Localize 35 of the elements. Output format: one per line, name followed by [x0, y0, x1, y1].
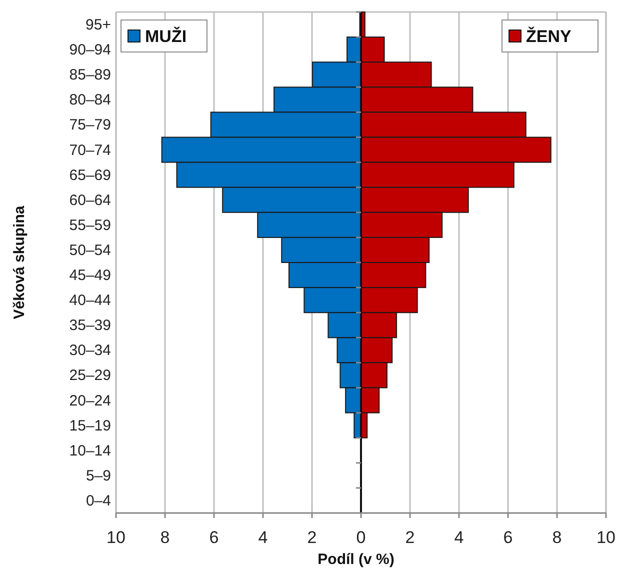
- y-tick-label: 20–24: [69, 392, 111, 410]
- y-tick-label: 25–29: [69, 367, 111, 384]
- y-tick-label: 10–14: [69, 442, 111, 460]
- y-tick-label: 15–19: [69, 417, 111, 434]
- y-tick-label: 30–34: [69, 342, 111, 360]
- x-tick-label: 4: [258, 528, 268, 547]
- legend-label: ŽENY: [526, 26, 572, 46]
- y-tick-label: 75–79: [69, 116, 111, 134]
- y-tick-label: 55–59: [69, 216, 111, 234]
- x-tick-label: 0: [356, 528, 366, 547]
- y-tick-label: 0–4: [86, 492, 111, 510]
- y-tick-label: 70–74: [69, 142, 111, 159]
- x-tick-label: 10: [596, 528, 616, 547]
- y-tick-label: 5–9: [86, 467, 111, 484]
- x-axis-title: Podíl (v %): [318, 551, 394, 568]
- x-tick-label: 4: [454, 528, 464, 547]
- y-tick-label: 40–44: [69, 292, 111, 310]
- y-tick-label: 45–49: [69, 267, 111, 284]
- x-tick-label: 6: [209, 528, 219, 547]
- y-tick-label: 90–94: [69, 42, 111, 59]
- y-tick-label: 50–54: [69, 242, 111, 259]
- y-tick-label: 80–84: [69, 92, 111, 109]
- y-tick-label: 35–39: [69, 317, 111, 334]
- x-tick-label: 10: [106, 528, 126, 547]
- x-tick-label: 8: [160, 528, 170, 547]
- y-tick-label: 65–69: [69, 166, 111, 184]
- y-axis-title: Věková skupina: [11, 205, 28, 320]
- legend-label: MUŽI: [145, 26, 187, 46]
- y-tick-label: 95+: [86, 16, 112, 34]
- x-tick-label: 2: [405, 528, 415, 547]
- y-tick-label: 60–64: [69, 192, 111, 209]
- x-tick-label: 8: [552, 528, 562, 547]
- x-tick-label: 2: [307, 528, 317, 547]
- x-tick-label: 6: [503, 528, 513, 547]
- y-tick-label: 85–89: [69, 66, 111, 84]
